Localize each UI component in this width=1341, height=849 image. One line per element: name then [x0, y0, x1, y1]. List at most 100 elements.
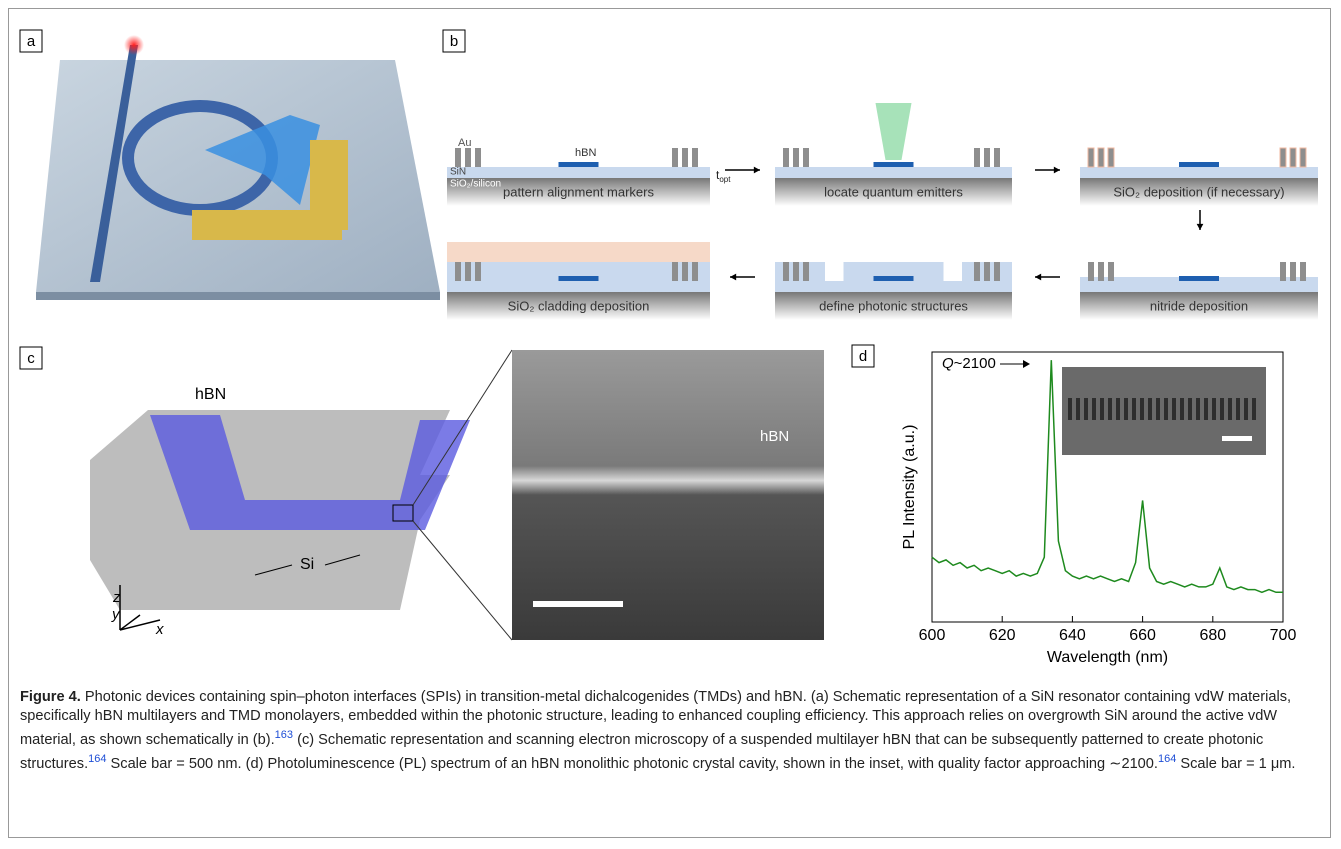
- au-marker: [803, 148, 809, 167]
- layer-label: hBN: [575, 147, 596, 159]
- figure: a b pattern alignment markers locate quan…: [0, 0, 1341, 680]
- layer-label: SiN: [450, 167, 466, 178]
- slab-edge: [36, 292, 440, 300]
- grating-slot: [1132, 398, 1136, 420]
- scale-bar: [533, 601, 623, 607]
- au-marker: [974, 148, 980, 167]
- grating-slot: [1228, 398, 1232, 420]
- au-marker: [475, 148, 481, 167]
- panel-label: d: [859, 348, 867, 365]
- au-marker: [994, 262, 1000, 281]
- grating-slot: [1180, 398, 1184, 420]
- si-label: Si: [300, 556, 314, 573]
- reference: 163: [275, 729, 293, 741]
- step-label: locate quantum emitters: [824, 184, 963, 199]
- sin-layer: [1080, 167, 1318, 178]
- spectrum-chart: 600620640660680700Wavelength (nm)PL Inte…: [901, 352, 1296, 666]
- au-marker: [984, 262, 990, 281]
- panel-label: c: [27, 350, 35, 367]
- axis-label: x: [155, 621, 164, 638]
- arrow-head: [1197, 224, 1204, 230]
- au-marker: [1098, 148, 1104, 167]
- sem-image: [512, 350, 824, 640]
- x-axis-label: Wavelength (nm): [1047, 649, 1168, 666]
- laser-beam: [876, 103, 912, 160]
- hbn-flake: [559, 276, 599, 281]
- annotation: Q~2100: [942, 355, 996, 372]
- grating-slot: [1116, 398, 1120, 420]
- au-marker: [1108, 262, 1114, 281]
- au-marker: [974, 262, 980, 281]
- annotation-q: Q: [942, 355, 954, 372]
- grating-slot: [1204, 398, 1208, 420]
- au-marker: [1300, 148, 1306, 167]
- t-subscript: opt: [719, 175, 731, 184]
- layer-label: Au: [458, 137, 471, 149]
- sin-layer: [447, 167, 710, 178]
- au-marker: [475, 262, 481, 281]
- sin-top: [775, 262, 825, 281]
- hbn-flake: [559, 162, 599, 167]
- panel-label: b: [450, 33, 458, 50]
- gold-pads: [192, 210, 342, 240]
- au-marker: [1300, 262, 1306, 281]
- grating-slot: [1108, 398, 1112, 420]
- sem-label: hBN: [760, 428, 789, 445]
- x-tick-label: 700: [1270, 627, 1297, 644]
- grating-slot: [1236, 398, 1240, 420]
- grating-slot: [1156, 398, 1160, 420]
- grating-slot: [1252, 398, 1256, 420]
- sin-layer: [775, 281, 1012, 292]
- grating-slot: [1140, 398, 1144, 420]
- grating-slot: [1212, 398, 1216, 420]
- au-marker: [1280, 148, 1286, 167]
- arrow-head: [1035, 274, 1041, 281]
- arrow-head: [754, 167, 760, 174]
- page: a b pattern alignment markers locate quan…: [0, 0, 1341, 849]
- caption-text: Scale bar = 1 μm.: [1176, 756, 1295, 772]
- process-steps: pattern alignment markers locate quantum …: [447, 103, 1318, 320]
- au-marker: [455, 148, 461, 167]
- au-marker: [1290, 262, 1296, 281]
- au-marker: [682, 148, 688, 167]
- x-tick-label: 680: [1199, 627, 1226, 644]
- au-marker: [1098, 262, 1104, 281]
- panel-label: a: [27, 33, 36, 50]
- caption-text: Scale bar = 500 nm. (d) Photoluminescenc…: [106, 756, 1157, 772]
- au-marker: [682, 262, 688, 281]
- layer-label: SiO₂/silicon: [450, 179, 501, 190]
- au-marker: [455, 262, 461, 281]
- hbn-flake: [874, 276, 914, 281]
- step-label: nitride deposition: [1150, 298, 1248, 313]
- x-tick-label: 660: [1129, 627, 1156, 644]
- y-axis-label: PL Intensity (a.u.): [901, 425, 918, 550]
- grating-slot: [1092, 398, 1096, 420]
- au-marker: [672, 148, 678, 167]
- au-marker: [465, 148, 471, 167]
- au-marker: [672, 262, 678, 281]
- grating-slot: [1100, 398, 1104, 420]
- au-marker: [783, 148, 789, 167]
- step-label: SiO₂ deposition (if necessary): [1113, 184, 1284, 199]
- laser-spot: [124, 35, 144, 55]
- arrow-head: [730, 274, 736, 281]
- au-marker: [465, 262, 471, 281]
- grating-slot: [1244, 398, 1248, 420]
- hbn-flake: [1179, 162, 1219, 167]
- hbn-label: hBN: [195, 386, 226, 403]
- grating-slot: [1196, 398, 1200, 420]
- step-label: pattern alignment markers: [503, 184, 655, 199]
- x-tick-label: 640: [1059, 627, 1086, 644]
- sin-layer: [447, 281, 710, 292]
- au-marker: [1280, 262, 1286, 281]
- au-marker: [803, 262, 809, 281]
- reference: 164: [88, 753, 106, 765]
- arrow-head: [1054, 167, 1060, 174]
- sin-layer: [775, 167, 1012, 178]
- reference: 164: [1158, 753, 1176, 765]
- au-marker: [793, 262, 799, 281]
- step-label: SiO₂ cladding deposition: [508, 298, 650, 313]
- grating-slot: [1068, 398, 1072, 420]
- au-marker: [692, 148, 698, 167]
- au-marker: [994, 148, 1000, 167]
